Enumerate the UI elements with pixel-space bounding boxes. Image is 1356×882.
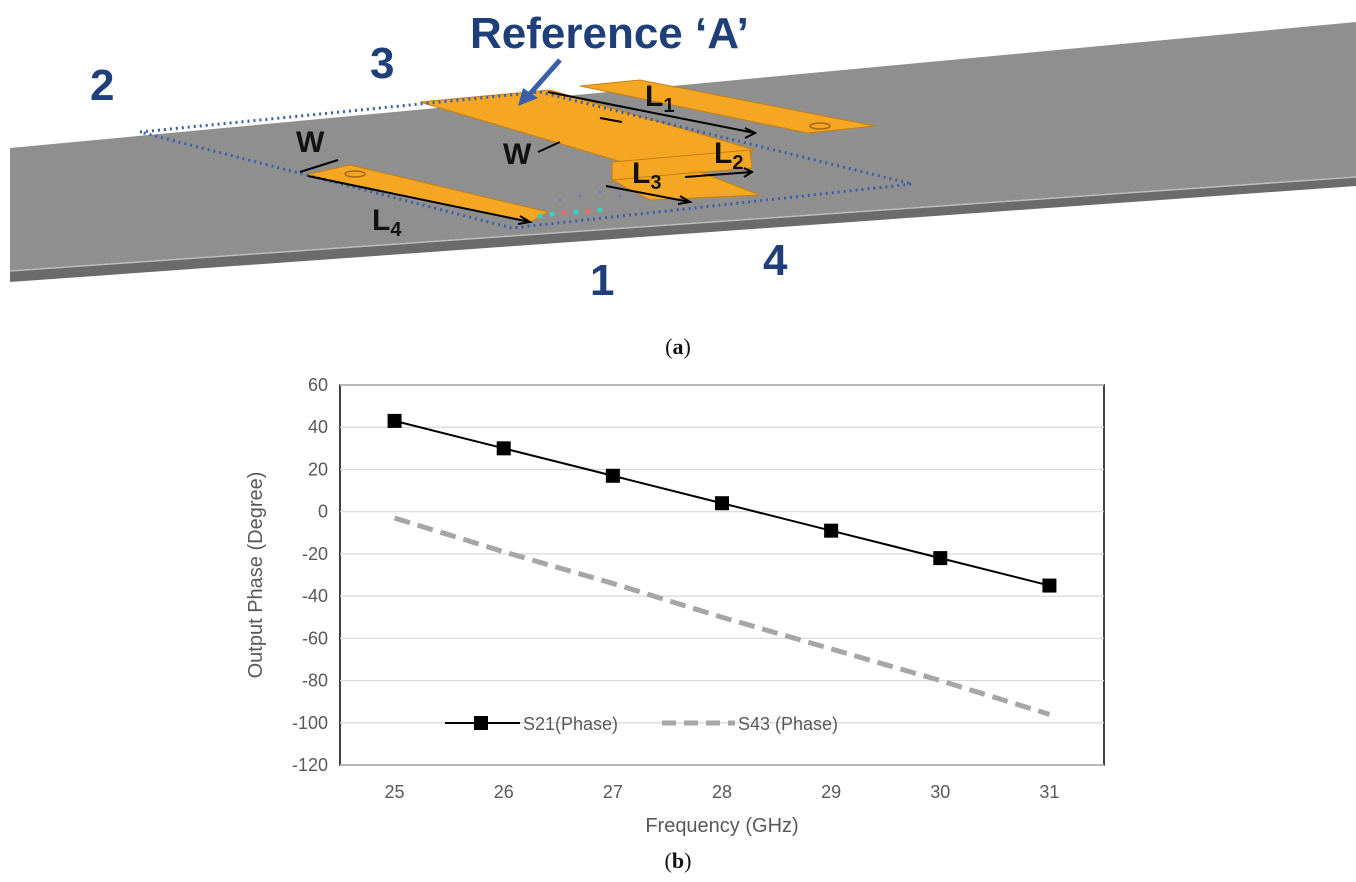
phase-chart: 60 40 20 0 -20 -40 -60 -80 -100 -120 25 26 27 28 29 30… — [245, 375, 1105, 837]
y-tick-label: 0 — [318, 502, 328, 522]
y-tick-label: 20 — [308, 459, 328, 479]
legend: S21(Phase) S43 (Phase) — [445, 714, 838, 734]
port-1-label: 1 — [590, 256, 614, 300]
y-axis-label: Output Phase (Degree) — [245, 472, 267, 679]
data-point — [715, 496, 729, 511]
trace-port3-segment — [419, 89, 756, 163]
dimension-arrows — [299, 91, 758, 225]
x-tick-label: 29 — [821, 782, 841, 802]
caption-a: (a) — [665, 334, 691, 359]
legend-label-s43: S43 (Phase) — [738, 714, 838, 734]
data-point — [824, 523, 839, 538]
y-tick-label: -100 — [292, 713, 328, 733]
l4-label: L4 — [372, 204, 402, 241]
trace-port2-segment — [579, 79, 876, 134]
w-center-label: W — [503, 138, 532, 171]
port-2-label: 2 — [90, 61, 114, 110]
y-tick-label: -20 — [302, 544, 328, 564]
y-tick-label: -40 — [302, 586, 328, 606]
x-axis-label: Frequency (GHz) — [645, 815, 798, 837]
l1-label: L1 — [645, 80, 674, 117]
reference-plane-outline — [139, 90, 913, 230]
y-tick-label: 60 — [308, 375, 328, 395]
series-line-1 — [393, 515, 1051, 717]
port-3-label: 3 — [370, 39, 394, 88]
data-point — [387, 413, 402, 428]
series-layer — [387, 413, 1057, 717]
gridlines — [340, 384, 1104, 766]
y-tick-label: -120 — [292, 755, 328, 775]
y-tick-labels: 60 40 20 0 -20 -40 -60 -80 -100 -120 — [292, 375, 328, 775]
reference-label: Reference ‘A’ — [470, 9, 749, 58]
data-point — [605, 468, 620, 483]
field-dots — [537, 190, 622, 219]
y-tick-label: -80 — [302, 671, 328, 691]
trace-bend-segment — [611, 149, 753, 181]
l2-label: L2 — [714, 137, 743, 174]
x-tick-label: 31 — [1039, 782, 1059, 802]
x-tick-label: 28 — [712, 782, 732, 802]
data-point — [933, 551, 948, 566]
x-tick-label: 27 — [603, 782, 623, 802]
caption-b: (b) — [664, 848, 692, 873]
plot-area — [339, 384, 1105, 766]
data-point — [496, 441, 511, 456]
port-4-label: 4 — [763, 236, 788, 285]
l3-label: L3 — [632, 157, 661, 194]
trace-l3-segment — [610, 171, 761, 201]
substrate-edge — [10, 176, 1356, 282]
y-tick-label: 40 — [308, 417, 328, 437]
x-tick-label: 26 — [494, 782, 514, 802]
x-tick-labels: 25 26 27 28 29 30 31 — [385, 782, 1060, 802]
x-tick-label: 25 — [385, 782, 405, 802]
legend-label-s21: S21(Phase) — [523, 714, 618, 734]
data-point — [1042, 578, 1057, 593]
w-left-label: W — [296, 126, 325, 159]
y-tick-label: -60 — [302, 628, 328, 648]
x-tick-label: 30 — [930, 782, 950, 802]
legend-marker-s21 — [474, 716, 488, 730]
microstrip-traces — [304, 79, 876, 223]
layout-diagram: Reference ‘A’ 2 3 1 4 W W L1 L2 L3 L4 — [9, 9, 1356, 300]
